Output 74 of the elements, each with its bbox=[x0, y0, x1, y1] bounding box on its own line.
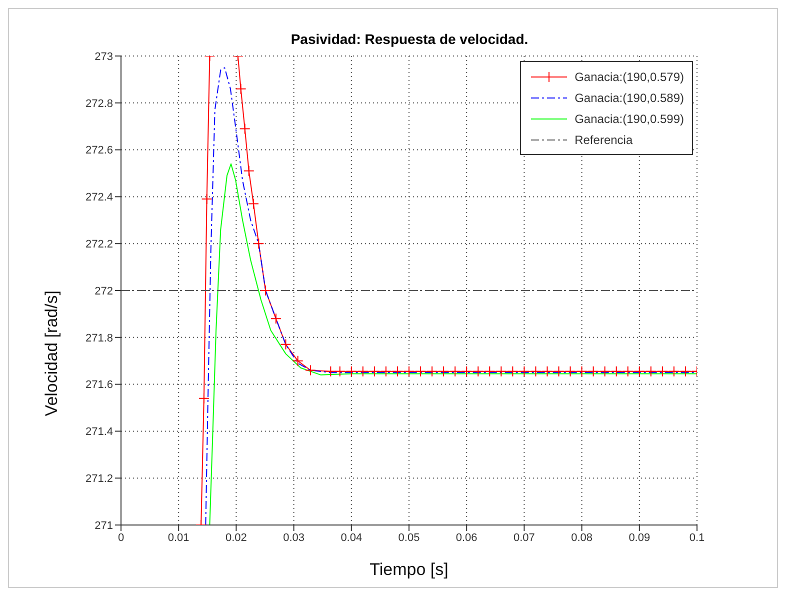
y-tick-label: 271.8 bbox=[85, 332, 113, 344]
point bbox=[518, 366, 530, 377]
point bbox=[530, 366, 542, 377]
line-series bbox=[209, 163, 697, 525]
point bbox=[610, 366, 622, 377]
y-tick-label: 272 bbox=[94, 285, 113, 298]
point bbox=[243, 165, 254, 176]
point bbox=[461, 366, 472, 377]
point bbox=[392, 366, 403, 377]
point bbox=[656, 366, 668, 377]
point bbox=[588, 366, 599, 377]
point bbox=[201, 194, 212, 205]
point bbox=[507, 366, 518, 377]
point bbox=[645, 366, 656, 377]
point bbox=[599, 366, 610, 377]
legend-label: Ganacia:(190,0.589) bbox=[574, 90, 684, 104]
x-axis-title: Tiempo [s] bbox=[370, 560, 448, 580]
y-tick-label: 271.6 bbox=[85, 379, 113, 392]
point bbox=[198, 392, 210, 404]
point bbox=[472, 366, 484, 377]
point bbox=[415, 366, 426, 377]
point bbox=[680, 366, 691, 377]
x-tick-label: 0 bbox=[118, 532, 124, 544]
y-tick-label: 271.4 bbox=[85, 426, 113, 438]
x-tick-label: 0.04 bbox=[340, 532, 362, 544]
point bbox=[346, 366, 357, 377]
x-tick-label: 0.1 bbox=[689, 532, 705, 544]
x-tick-label: 0.05 bbox=[398, 532, 420, 544]
x-tick-label: 0.03 bbox=[283, 532, 305, 544]
point bbox=[634, 366, 645, 377]
legend-label: Ganacia:(190,0.579) bbox=[574, 70, 684, 84]
point bbox=[235, 83, 246, 94]
y-tick-label: 272.6 bbox=[85, 144, 113, 157]
point bbox=[553, 366, 564, 377]
point bbox=[334, 366, 346, 377]
point bbox=[380, 366, 392, 377]
point bbox=[668, 366, 680, 377]
point bbox=[576, 366, 588, 377]
point bbox=[496, 366, 507, 377]
point bbox=[438, 366, 450, 377]
point bbox=[292, 355, 304, 366]
point bbox=[248, 198, 259, 210]
x-tick-label: 0.09 bbox=[628, 532, 650, 544]
y-tick-label: 271.2 bbox=[85, 473, 113, 486]
point bbox=[239, 123, 250, 134]
point bbox=[325, 366, 336, 377]
point bbox=[305, 364, 316, 376]
point bbox=[622, 366, 634, 377]
point bbox=[357, 366, 368, 377]
point bbox=[280, 338, 292, 350]
point bbox=[253, 238, 264, 250]
x-tick-label: 0.02 bbox=[225, 532, 247, 544]
point bbox=[542, 366, 553, 377]
point bbox=[270, 313, 282, 324]
point bbox=[404, 366, 414, 377]
point bbox=[564, 366, 576, 377]
point bbox=[260, 285, 272, 296]
point bbox=[426, 366, 438, 377]
x-tick-label: 0.01 bbox=[168, 532, 190, 544]
y-tick-label: 272.8 bbox=[85, 98, 113, 110]
y-tick-label: 271 bbox=[94, 520, 113, 532]
chart-title: Pasividad: Respuesta de velocidad. bbox=[290, 31, 530, 47]
y-tick-label: 272.4 bbox=[85, 192, 113, 204]
y-axis-title: Velocidad [rad/s] bbox=[42, 290, 62, 416]
y-tick-label: 272.2 bbox=[85, 238, 113, 251]
x-tick-label: 0.08 bbox=[571, 532, 593, 544]
point bbox=[484, 366, 496, 377]
point bbox=[450, 366, 461, 377]
x-tick-label: 0.07 bbox=[513, 532, 535, 544]
point bbox=[368, 366, 380, 377]
legend-label: Ganacia:(190,0.599) bbox=[574, 112, 684, 126]
y-tick-label: 273 bbox=[94, 50, 113, 63]
legend-label: Referencia bbox=[574, 132, 633, 146]
x-tick-label: 0.06 bbox=[456, 532, 478, 544]
